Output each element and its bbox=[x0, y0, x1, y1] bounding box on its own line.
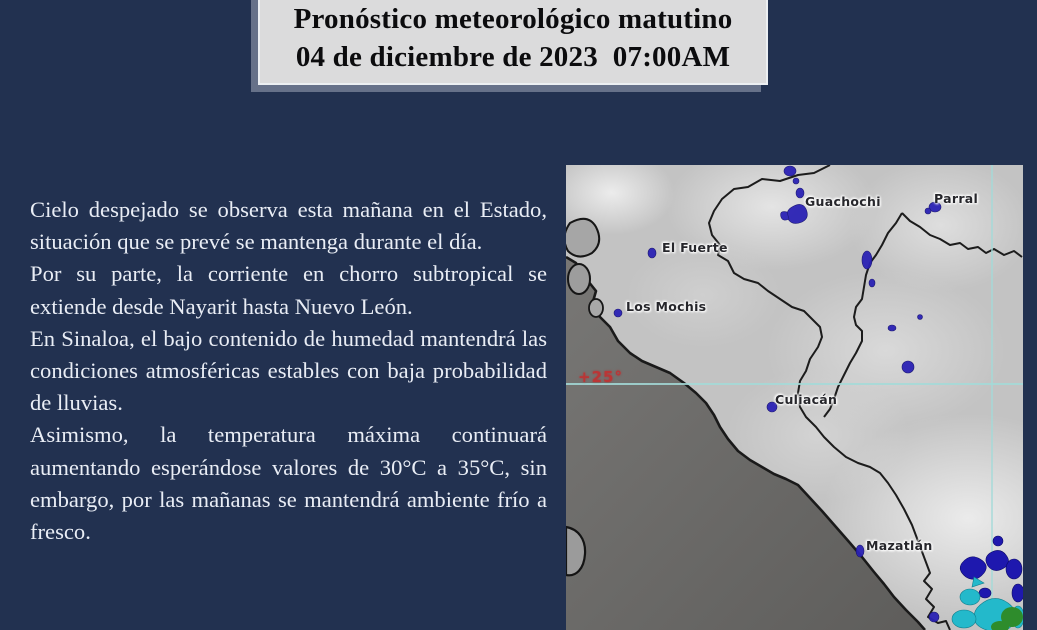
city-label-parral: Parral bbox=[934, 191, 979, 206]
forecast-paragraph-humidity: En Sinaloa, el bajo contenido de humedad… bbox=[30, 325, 547, 416]
city-label-guachochi: Guachochi bbox=[805, 194, 881, 209]
city-label-los-mochis: Los Mochis bbox=[626, 299, 707, 314]
state-border-chihuahua-east bbox=[901, 212, 1023, 258]
forecast-paragraph-jetstream: Por su parte, la corriente en chorro sub… bbox=[30, 261, 547, 319]
baja-island bbox=[566, 525, 587, 577]
header-title: Pronóstico meteorológico matutino bbox=[293, 3, 733, 35]
city-label-mazatlan: Mazatlán bbox=[866, 538, 933, 553]
header-subtitle: 04 de diciembre de 2023 07:00AM bbox=[295, 41, 731, 73]
city-label-culiacan: Culiacán bbox=[775, 392, 838, 407]
map-ocean bbox=[566, 257, 925, 630]
map-graphics bbox=[566, 165, 1023, 630]
state-border-sinaloa bbox=[708, 165, 951, 630]
temperature-label: +25° bbox=[578, 368, 623, 386]
state-border-chihuahua-durango bbox=[823, 212, 903, 418]
forecast-paragraph-temperature: Asimismo, la temperatura máxima continua… bbox=[30, 422, 547, 545]
header-card: Pronóstico meteorológico matutino 04 de … bbox=[258, 0, 768, 85]
radar-cluster bbox=[951, 535, 1023, 630]
precipitation-blobs bbox=[613, 165, 942, 623]
city-label-el-fuerte: El Fuerte bbox=[662, 240, 728, 255]
weather-map: +25° Guachochi Parral El Fuerte Los Moch… bbox=[566, 165, 1023, 630]
forecast-paragraph-sky: Cielo despejado se observa esta mañana e… bbox=[30, 197, 547, 255]
coastal-island bbox=[566, 217, 601, 258]
coastal-island bbox=[567, 263, 591, 295]
coastal-island bbox=[588, 298, 604, 318]
forecast-text: Cielo despejado se observa esta mañana e… bbox=[30, 194, 547, 548]
